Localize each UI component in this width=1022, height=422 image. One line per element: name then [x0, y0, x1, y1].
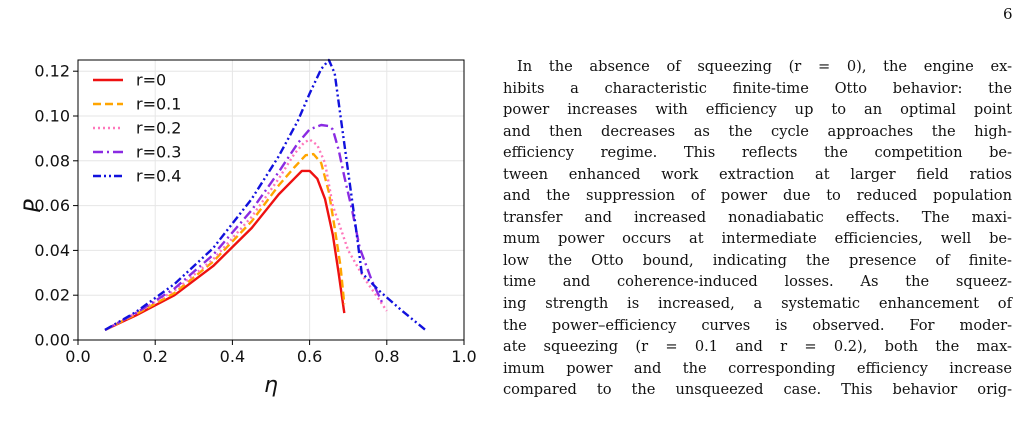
- body-text-line: ing strength is increased, a systematic …: [503, 295, 1012, 313]
- series-line-r-0-1: [104, 152, 346, 331]
- x-tick-label: 0.8: [374, 347, 399, 366]
- series-line-r-0-3: [104, 123, 384, 331]
- body-text-line: the power–efficiency curves is observed.…: [503, 316, 1012, 334]
- series-line-r-0-4: [104, 58, 427, 331]
- y-axis-label: P: [21, 199, 46, 213]
- legend-label: r=0.2: [136, 119, 181, 138]
- x-tick-label: 0.4: [220, 347, 245, 366]
- y-tick-label: 0.10: [34, 107, 70, 126]
- plot-frame: [77, 59, 465, 341]
- y-tick-label: 0.04: [34, 241, 70, 260]
- y-tick-label: 0.08: [34, 151, 70, 170]
- series-line-r-0-2: [104, 138, 388, 331]
- body-text-line: In the absence of squeezing (r = 0), the…: [517, 58, 1012, 75]
- x-tick-label: 0.2: [142, 347, 167, 366]
- series-line-r-0: [104, 169, 346, 331]
- power-efficiency-figure: 0.0 0.2 0.4 0.6 0.8 1.0 0.00 0.02 0.04 0.06 0.08 0.…: [0, 48, 478, 418]
- body-text-line: ate squeezing (r = 0.1 and r = 0.2), bot…: [503, 338, 1012, 356]
- x-tick-label: 0.6: [297, 347, 322, 366]
- y-tick-label: 0.02: [34, 286, 70, 305]
- series-lines: [104, 58, 427, 331]
- page-number: 6: [1003, 5, 1013, 23]
- legend: r=0 r=0.1 r=0.2 r=0.3 r=0.4: [93, 71, 181, 186]
- body-text-line: time and coherence-induced losses. As th…: [503, 273, 1012, 291]
- body-text-line: efficiency regime. This reflects the com…: [503, 144, 1012, 162]
- body-paragraph: In the absence of squeezing (r = 0), the…: [503, 56, 1012, 401]
- body-text-line: and then decreases as the cycle approach…: [503, 122, 1012, 140]
- legend-label: r=0.3: [136, 143, 181, 162]
- x-tick-label: 0.0: [65, 347, 90, 366]
- body-text-line: hibits a characteristic finite-time Otto…: [503, 79, 1012, 97]
- legend-label: r=0.1: [136, 95, 181, 114]
- legend-label: r=0.4: [136, 167, 181, 186]
- x-axis-label: η: [264, 373, 278, 398]
- body-text-line: power increases with efficiency up to an…: [503, 101, 1012, 119]
- y-tick-label: 0.00: [34, 331, 70, 350]
- body-text-line: mum power occurs at intermediate efficie…: [503, 230, 1012, 248]
- body-text-line: compared to the unsqueezed case. This be…: [503, 381, 1012, 399]
- x-tick-label: 1.0: [451, 347, 476, 366]
- power-efficiency-chart: 0.0 0.2 0.4 0.6 0.8 1.0 0.00 0.02 0.04 0.06 0.08 0.…: [21, 58, 477, 398]
- y-tick-label: 0.06: [34, 196, 70, 215]
- body-text-line: transfer and increased nonadiabatic effe…: [503, 208, 1012, 226]
- body-text-line: imum power and the corresponding efficie…: [503, 359, 1012, 377]
- y-tick-label: 0.12: [34, 62, 70, 81]
- legend-label: r=0: [136, 71, 166, 90]
- body-text-line: and the suppression of power due to redu…: [503, 187, 1012, 205]
- body-text-line: low the Otto bound, indicating the prese…: [503, 251, 1012, 269]
- body-text-line: tween enhanced work extraction at larger…: [503, 165, 1012, 183]
- axis-ticks: 0.0 0.2 0.4 0.6 0.8 1.0 0.00 0.02 0.04 0.06 0.08 0.…: [34, 62, 476, 366]
